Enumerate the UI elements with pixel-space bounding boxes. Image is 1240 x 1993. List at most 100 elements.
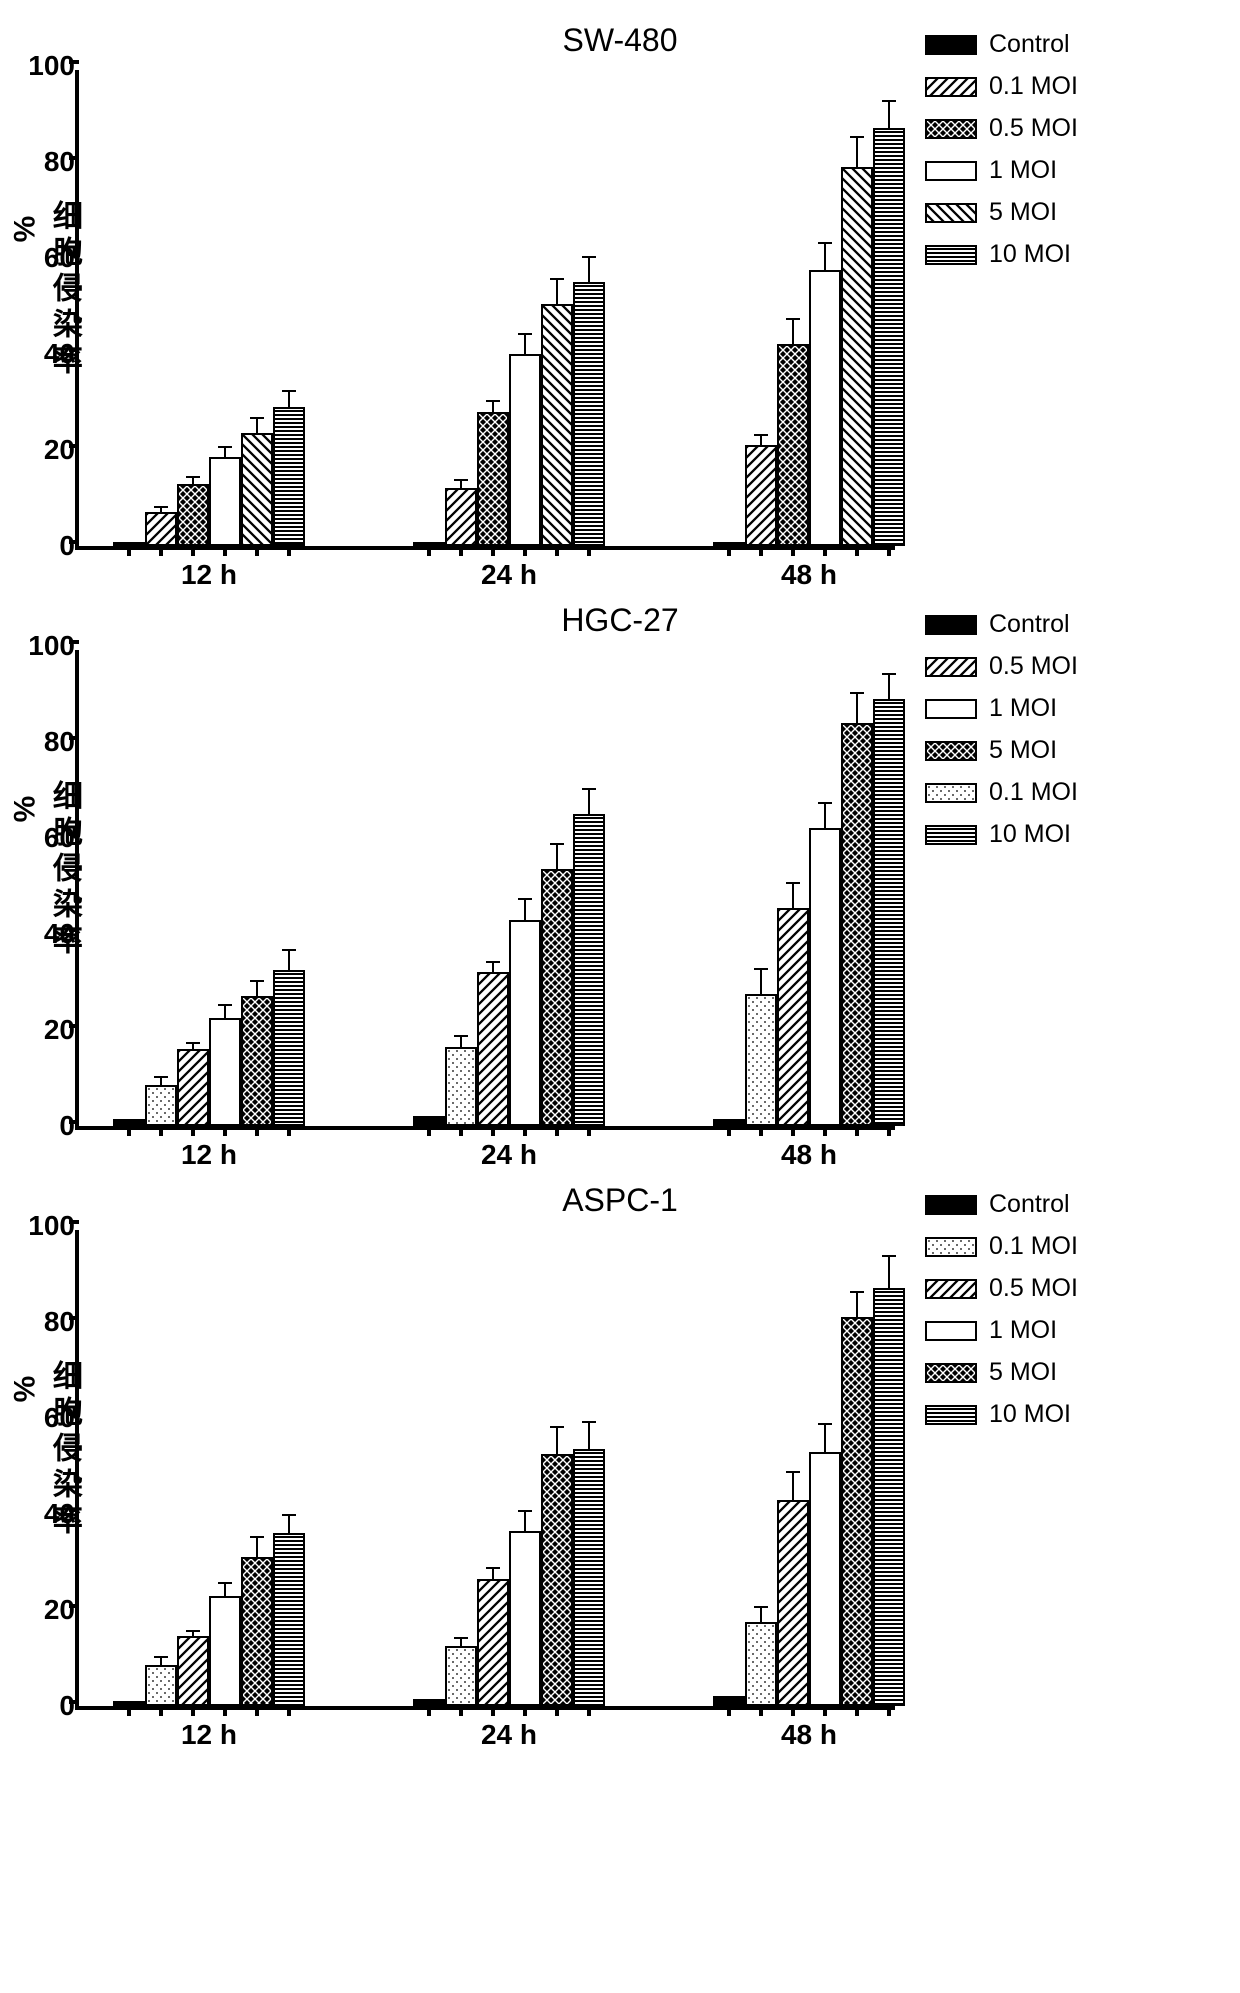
- legend-swatch: [925, 615, 977, 635]
- panel-hgc27: HGC-27细胞侵染率%02040608010012 h24 h48 hCont…: [20, 610, 1220, 1130]
- bar-moi05: [777, 344, 809, 546]
- x-tick-mark: [427, 1706, 431, 1716]
- x-tick-mark: [427, 1126, 431, 1136]
- error-bar: [224, 1006, 226, 1018]
- bar-moi10: [273, 1533, 305, 1706]
- bar-moi05: [777, 908, 809, 1126]
- error-cap: [786, 882, 800, 884]
- y-tick-label: 20: [19, 1014, 75, 1046]
- y-tick-mark: [69, 1220, 79, 1224]
- error-bar: [288, 392, 290, 406]
- legend-label: 0.1 MOI: [989, 778, 1078, 807]
- legend-swatch: [925, 1363, 977, 1383]
- legend-item-moi05: 0.5 MOI: [925, 114, 1078, 143]
- legend-label: 10 MOI: [989, 820, 1071, 849]
- bar-moi10: [273, 970, 305, 1126]
- x-tick-mark: [791, 1126, 795, 1136]
- panel-title: ASPC-1: [562, 1182, 678, 1219]
- error-cap: [786, 1471, 800, 1473]
- bar-moi5: [241, 433, 273, 546]
- error-cap: [282, 949, 296, 951]
- legend-swatch: [925, 245, 977, 265]
- legend-label: 5 MOI: [989, 198, 1057, 227]
- y-tick-label: 40: [19, 1498, 75, 1530]
- legend-swatch: [925, 203, 977, 223]
- error-bar: [460, 1639, 462, 1646]
- y-tick-mark: [69, 60, 79, 64]
- error-cap: [818, 242, 832, 244]
- y-tick-mark: [69, 1316, 79, 1320]
- error-cap: [850, 136, 864, 138]
- x-tick-mark: [727, 1126, 731, 1136]
- bar-moi1: [509, 920, 541, 1126]
- y-tick-label: 100: [19, 630, 75, 662]
- error-cap: [282, 1514, 296, 1516]
- legend-item-moi01: 0.1 MOI: [925, 778, 1078, 807]
- error-cap: [582, 256, 596, 258]
- bar-control: [113, 1701, 145, 1706]
- error-cap: [754, 968, 768, 970]
- x-tick-mark: [727, 546, 731, 556]
- error-bar: [524, 1512, 526, 1531]
- x-tick-label: 24 h: [481, 1139, 537, 1171]
- panel-title: SW-480: [562, 22, 677, 59]
- x-tick-mark: [823, 1126, 827, 1136]
- bar-moi01: [745, 1622, 777, 1706]
- x-tick-mark: [791, 546, 795, 556]
- legend-swatch: [925, 657, 977, 677]
- x-tick-mark: [459, 1706, 463, 1716]
- bar-moi01: [145, 1665, 177, 1706]
- legend-label: 1 MOI: [989, 1316, 1057, 1345]
- legend-swatch: [925, 825, 977, 845]
- error-bar: [792, 1473, 794, 1499]
- legend-label: 10 MOI: [989, 1400, 1071, 1429]
- bar-moi05: [177, 484, 209, 546]
- legend-swatch: [925, 77, 977, 97]
- error-bar: [556, 845, 558, 869]
- bar-control: [413, 1699, 445, 1706]
- y-tick-label: 60: [19, 1402, 75, 1434]
- bar-moi01: [745, 994, 777, 1126]
- legend-item-moi01: 0.1 MOI: [925, 1232, 1078, 1261]
- bar-moi10: [873, 1288, 905, 1706]
- y-tick-label: 80: [19, 1306, 75, 1338]
- bar-moi5: [841, 1317, 873, 1706]
- error-bar: [256, 419, 258, 433]
- error-bar: [524, 900, 526, 919]
- y-tick-label: 20: [19, 1594, 75, 1626]
- bar-moi10: [273, 407, 305, 546]
- error-cap: [154, 1656, 168, 1658]
- legend: Control0.5 MOI1 MOI5 MOI0.1 MOI10 MOI: [925, 610, 1078, 1130]
- x-tick-mark: [223, 1126, 227, 1136]
- bar-moi01: [145, 1085, 177, 1126]
- x-tick-mark: [127, 1126, 131, 1136]
- x-tick-mark: [523, 1706, 527, 1716]
- legend-item-moi1: 1 MOI: [925, 156, 1078, 185]
- bar-control: [413, 1116, 445, 1126]
- y-tick-mark: [69, 928, 79, 932]
- error-bar: [288, 1516, 290, 1533]
- error-bar: [492, 1569, 494, 1579]
- y-tick-mark: [69, 444, 79, 448]
- bar-moi5: [241, 996, 273, 1126]
- legend-swatch: [925, 1321, 977, 1341]
- x-tick-mark: [127, 1706, 131, 1716]
- panel-sw480: SW-480细胞侵染率%02040608010012 h24 h48 hCont…: [20, 30, 1220, 550]
- x-tick-mark: [855, 1706, 859, 1716]
- bar-control: [713, 1119, 745, 1126]
- legend-label: 10 MOI: [989, 240, 1071, 269]
- legend-swatch: [925, 119, 977, 139]
- bar-moi1: [509, 1531, 541, 1706]
- y-tick-label: 80: [19, 146, 75, 178]
- legend-item-control: Control: [925, 30, 1078, 59]
- error-bar: [888, 675, 890, 699]
- bar-control: [413, 542, 445, 546]
- bar-moi5: [541, 869, 573, 1126]
- bar-moi01: [445, 488, 477, 546]
- x-tick-mark: [159, 546, 163, 556]
- error-cap: [582, 788, 596, 790]
- error-cap: [518, 1510, 532, 1512]
- y-tick-mark: [69, 1120, 79, 1124]
- y-axis-label: 细胞侵染率%: [20, 610, 75, 1130]
- bar-moi10: [873, 699, 905, 1126]
